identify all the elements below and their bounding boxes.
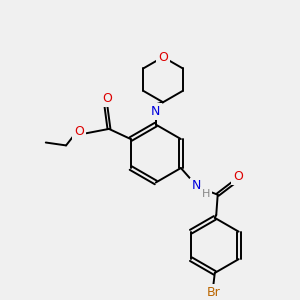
Text: Br: Br xyxy=(206,286,220,299)
Text: O: O xyxy=(158,50,168,64)
Text: N: N xyxy=(151,105,160,118)
Text: H: H xyxy=(202,189,210,199)
Text: O: O xyxy=(74,125,84,138)
Text: O: O xyxy=(233,170,243,183)
Text: N: N xyxy=(192,179,202,193)
Text: O: O xyxy=(103,92,112,105)
